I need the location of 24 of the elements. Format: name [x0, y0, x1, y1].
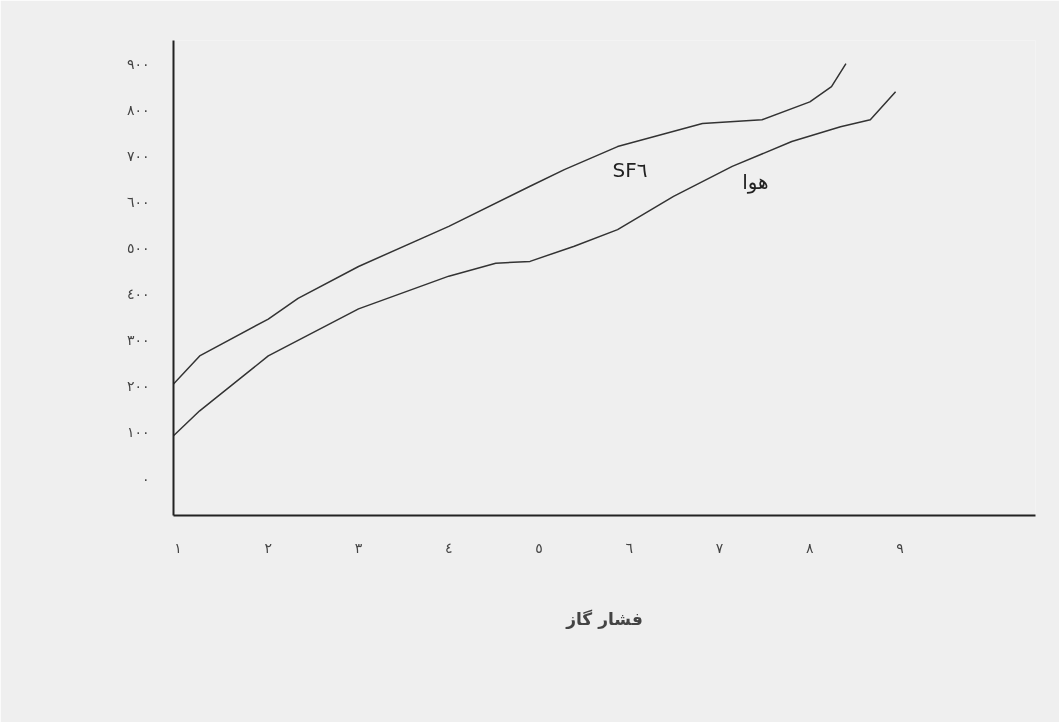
line-series	[173, 90, 897, 437]
y-tick-label: ٥٠٠	[126, 240, 150, 257]
x-axis-title: فشار گاز	[565, 608, 643, 629]
y-tick-label: ٣٠٠	[126, 332, 150, 349]
y-tick-label: ٦٠٠	[126, 193, 150, 210]
x-tick-label: ١	[174, 539, 182, 556]
x-tick-label: ٨	[806, 539, 815, 556]
x-tick-label: ٣	[354, 539, 363, 556]
series-label: هوا	[742, 170, 769, 195]
y-tick-label: ٤٠٠	[126, 286, 150, 303]
x-tick-label: ٥	[535, 539, 543, 556]
line-series	[173, 62, 847, 385]
x-tick-label: ٩	[896, 539, 904, 556]
y-tick-label: ٠	[141, 470, 150, 487]
x-tick-label: ٤	[445, 539, 453, 556]
x-tick-label: ٧	[715, 539, 724, 556]
x-tick-label: ٦	[625, 539, 634, 556]
x-tick-label: ٢	[264, 539, 273, 556]
y-tick-label: ٨٠٠	[126, 101, 150, 118]
y-tick-label: ١٠٠	[126, 424, 150, 441]
y-tick-label: ٧٠٠	[126, 147, 150, 164]
y-tick-label: ٩٠٠	[126, 55, 150, 72]
y-tick-label: ٢٠٠	[126, 378, 150, 395]
series-label: SF٦	[612, 157, 648, 182]
